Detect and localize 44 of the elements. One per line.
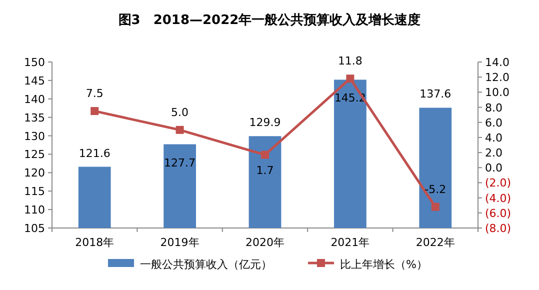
y-tick-label: 115 xyxy=(24,185,45,198)
data-label: 11.8 xyxy=(338,54,362,68)
point xyxy=(431,202,440,211)
x-tick-label: 2021年 xyxy=(330,236,370,249)
y2-tick-label: 12.0 xyxy=(485,71,510,84)
y-tick-label: 150 xyxy=(24,56,45,69)
y2-tick-label: 0.0 xyxy=(485,162,502,175)
x-tick-label: 2020年 xyxy=(246,236,284,249)
data-label: -5.2 xyxy=(424,182,446,196)
data-label: 5.0 xyxy=(171,106,189,119)
point xyxy=(176,126,184,134)
y-tick-label: 120 xyxy=(24,166,45,180)
data-label: 121.6 xyxy=(78,146,110,160)
y-tick-label: 140 xyxy=(24,92,45,106)
x-tick-label: 2018年 xyxy=(75,236,114,249)
data-label: 127.7 xyxy=(164,156,196,170)
y2-tick-label: 14.0 xyxy=(485,56,510,69)
legend-label: 比上年增长（%） xyxy=(340,258,428,271)
point xyxy=(90,107,99,116)
point xyxy=(261,150,269,159)
point xyxy=(346,74,354,83)
y-tick-label: 145 xyxy=(24,74,45,88)
data-label: 7.5 xyxy=(86,87,104,100)
data-label: 1.7 xyxy=(256,164,274,177)
y2-tick-label: 2.0 xyxy=(485,146,502,160)
legend-label: 一般公共预算收入（亿元） xyxy=(140,258,272,271)
x-tick-label: 2022年 xyxy=(416,236,455,249)
y2-tick-label: 8.0 xyxy=(485,101,502,114)
x-tick-label: 2019年 xyxy=(160,236,200,249)
y2-tick-label: 4.0 xyxy=(485,131,502,144)
y2-tick-label: (4.0) xyxy=(485,192,512,205)
chart-title: 图3 2018—2022年一般公共预算收入及增长速度 xyxy=(118,12,421,28)
y-tick-label: 105 xyxy=(24,222,45,235)
y2-tick-label: (8.0) xyxy=(485,222,512,235)
data-label: 129.9 xyxy=(249,116,281,130)
y2-tick-label: 10.0 xyxy=(485,86,510,100)
y2-tick-label: (6.0) xyxy=(485,206,512,220)
y-tick-label: 135 xyxy=(24,111,45,124)
y-tick-label: 125 xyxy=(24,148,45,162)
data-label: 137.6 xyxy=(420,88,452,101)
y2-tick-label: (2.0) xyxy=(485,176,512,190)
y2-tick-label: 6.0 xyxy=(485,116,502,130)
y-tick-label: 130 xyxy=(24,130,45,143)
y-tick-label: 110 xyxy=(24,204,45,217)
